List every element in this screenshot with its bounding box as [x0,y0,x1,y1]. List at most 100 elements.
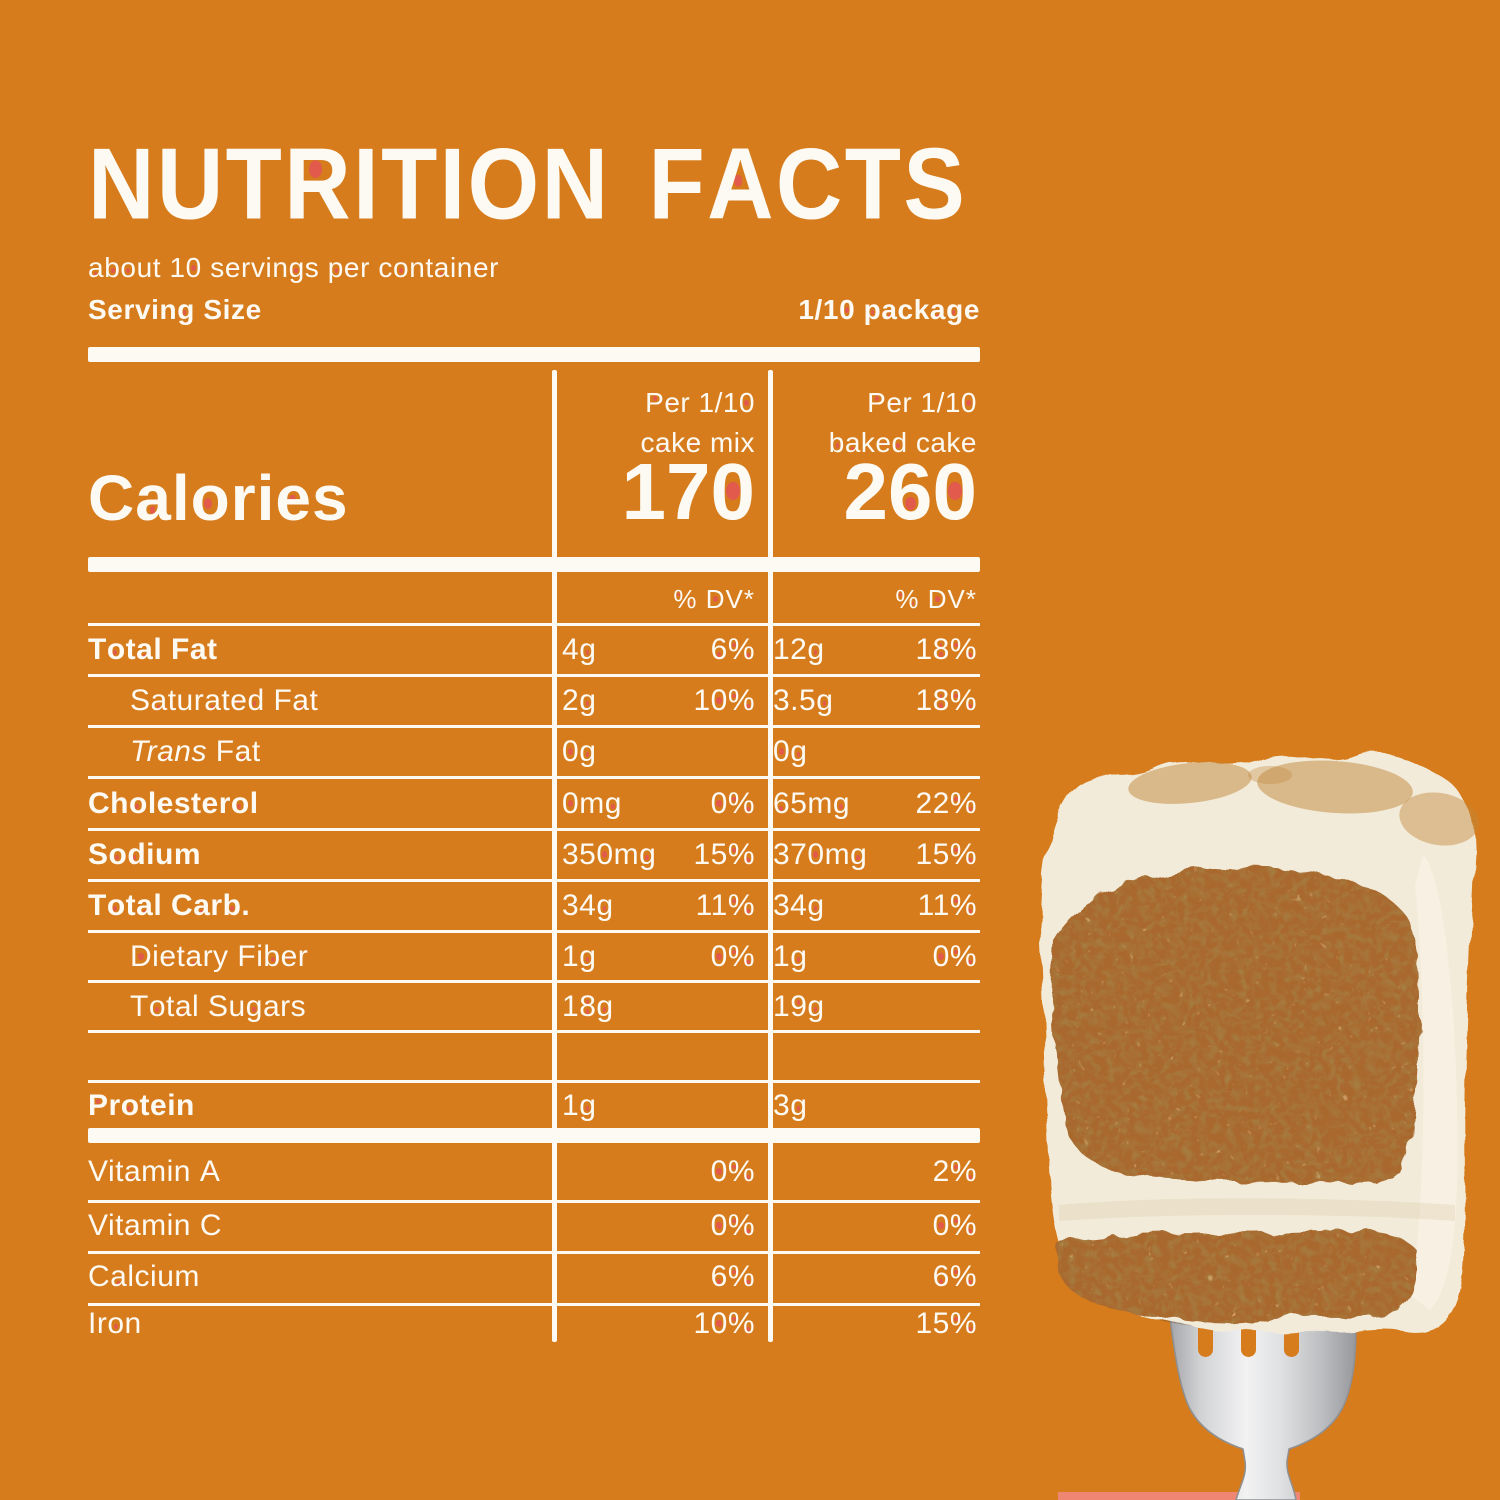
cake-layer-bottom [1056,1230,1417,1323]
glyph-with-filled-counter: o [106,889,126,922]
counter-dot [116,1280,120,1285]
glyph-with-filled-counter: 0 [932,940,950,973]
counter-dot [968,1326,972,1332]
glyph-with-filled-counter: a [189,633,208,666]
glyph-with-filled-counter: D [705,584,726,614]
glyph-with-filled-counter: 0 [185,252,202,283]
nutrient-row: Tra ns Fa t 0 g 0 g [88,728,980,776]
counter-dot [870,310,875,315]
nutrient-label: So d ium [88,838,202,871]
counter-dot [938,1222,944,1230]
dv-baked-cake: 11% [917,889,977,922]
counter-dot [746,959,750,965]
glyph-with-filled-counter: a [136,633,154,666]
glyph-with-filled-counter: 6 [888,447,933,536]
glyph-with-filled-counter: g [850,838,868,871]
counter-dot [796,957,801,962]
counter-dot [196,653,200,658]
counter-dot [181,1010,185,1015]
glyph-with-filled-counter: a [262,990,281,1023]
glyph-with-filled-counter: e [201,787,219,820]
counter-dot [691,441,695,446]
value-cake-mix: 34g [562,889,614,922]
glyph-with-filled-counter: P [645,387,665,418]
counter-dot [716,1168,722,1176]
counter-dot [132,855,137,860]
glyph-with-filled-counter: e [224,252,242,283]
counter-dot [113,906,118,912]
counter-dot [746,806,750,812]
value-baked-cake: 3.5g [773,684,834,717]
glyph-with-filled-counter: 8 [932,633,950,666]
counter-dot [645,855,649,860]
counter-dot [199,909,203,914]
glyph-with-filled-counter: 0 [960,387,977,418]
glyph-with-filled-counter: o [393,252,410,283]
glyph-with-filled-counter: e [963,294,980,325]
dv-cake-mix: 0% [711,779,755,828]
glyph-with-filled-counter: d [127,838,147,871]
glyph-with-filled-counter: b [828,427,845,458]
counter-dot [954,1218,958,1223]
counter-dot [716,953,722,961]
value-cake-mix: 1g [562,1089,597,1122]
glyph-with-filled-counter: 6 [773,787,791,820]
counter-dot [954,949,958,954]
dv-cake-mix: 0% [711,1145,755,1198]
value-baked-cake: 34g [773,889,825,922]
counter-dot [732,693,736,698]
counter-dot [968,1228,972,1234]
glyph-with-filled-counter: e [245,294,262,325]
counter-dot [479,266,482,271]
counter-dot [231,266,234,271]
calories-label: Ca lo rie s [88,462,349,534]
glyph-with-filled-counter: 0 [562,787,580,820]
glyph-with-filled-counter: g [816,684,834,717]
counter-dot [732,949,736,954]
counter-dot [138,953,144,961]
counter-dot [732,847,736,852]
glyph-with-filled-counter: o [230,787,250,820]
counter-dot [968,959,972,965]
dv-cake-mix: 10% [693,1307,755,1340]
nutrient-row: So d ium 350 mg 15% 370 mg 15% [88,831,980,879]
glyph-with-filled-counter: 6 [710,633,728,666]
divider-line [88,828,980,831]
italic-label-part: Tra ns [130,735,207,768]
counter-dot [135,804,140,810]
vitamin-label: Vita min A [88,1155,221,1188]
counter-dot [585,957,590,962]
glyph-with-filled-counter: d [891,427,908,458]
counter-dot [157,704,160,709]
glyph-with-filled-counter: o [148,990,167,1023]
dv-baked-cake: 6% [933,1253,977,1301]
counter-dot [881,441,885,446]
glyph-with-filled-counter: % [949,1307,977,1340]
glyph-with-filled-counter: % [895,584,920,614]
counter-dot [130,1175,134,1180]
glyph-with-filled-counter: % [727,1307,755,1340]
counter-dot [585,1106,590,1111]
counter-dot [732,898,736,903]
counter-dot [716,697,722,705]
counter-dot [746,1228,750,1234]
glyph-with-filled-counter: % [727,787,755,820]
divider-line [88,1251,980,1254]
counter-dot [142,909,146,914]
counter-dot [744,399,750,406]
value-baked-cake: 19 g [773,990,825,1023]
glyph-with-filled-counter: 0 [710,787,728,820]
glyph-with-filled-counter: a [234,735,252,768]
counter-dot [113,1324,118,1330]
dv-baked-cake: 0% [933,1202,977,1249]
glyph-with-filled-counter: % [949,1209,977,1242]
glyph-with-filled-counter: P [867,387,887,418]
counter-dot [966,399,972,406]
nutrient-label: To ta l Fa t [88,633,218,666]
counter-dot [732,1218,736,1223]
nutrient-label: To ta l Ca rb. [88,889,251,922]
divider-line [88,879,980,882]
